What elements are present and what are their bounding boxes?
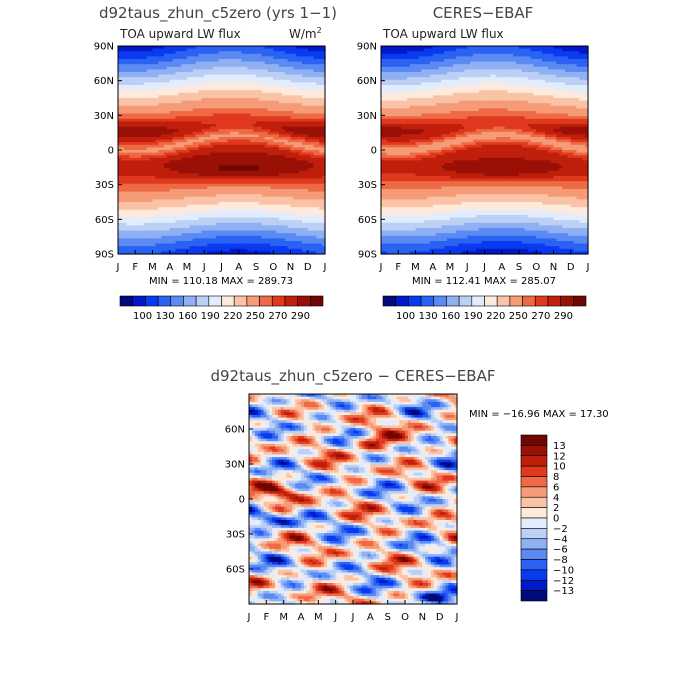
model-panel: d92taus_zhun_c5zero (yrs 1−1) TOA upward…: [94, 4, 337, 322]
units-exponent: 2: [317, 26, 322, 35]
model-field: [118, 46, 326, 255]
figure: d92taus_zhun_c5zero (yrs 1−1) TOA upward…: [0, 0, 700, 700]
model-title: d92taus_zhun_c5zero (yrs 1−1): [99, 4, 337, 23]
units-base: W/m: [289, 27, 317, 41]
model-units: W/m2: [289, 26, 322, 41]
model-subtitle: TOA upward LW flux: [119, 27, 241, 41]
